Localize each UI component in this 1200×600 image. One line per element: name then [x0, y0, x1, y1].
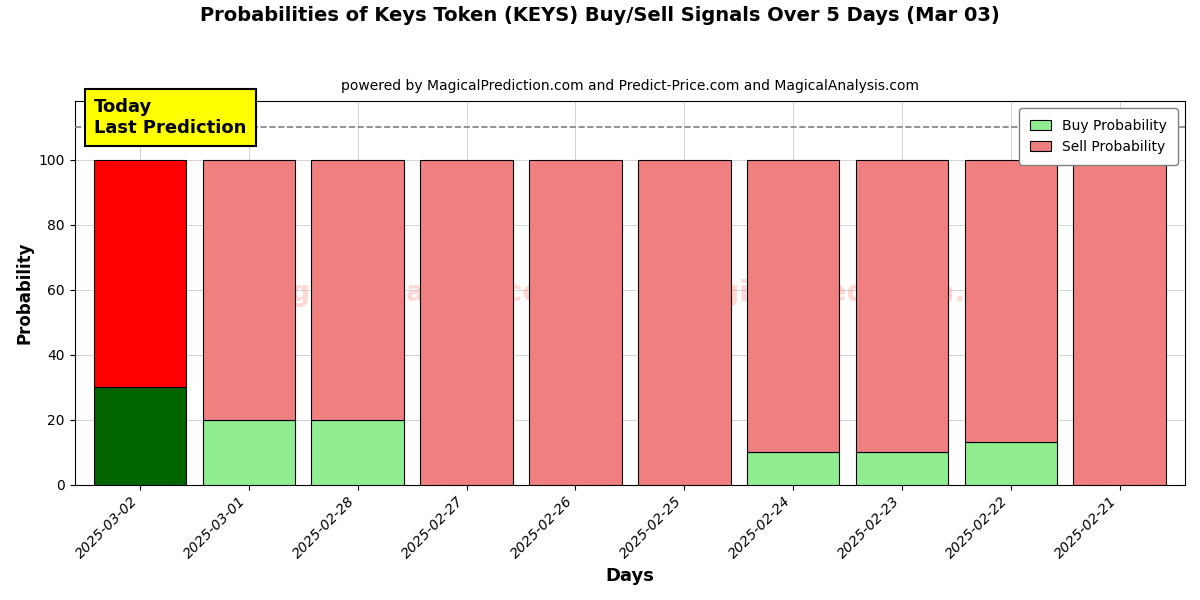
Bar — [94, 160, 186, 387]
Bar — [529, 160, 622, 485]
Bar — [94, 387, 186, 485]
Bar — [1074, 160, 1166, 485]
Bar — [638, 160, 731, 485]
Bar — [420, 160, 512, 485]
Bar — [312, 419, 404, 485]
Title: powered by MagicalPrediction.com and Predict-Price.com and MagicalAnalysis.com: powered by MagicalPrediction.com and Pre… — [341, 79, 919, 93]
Bar — [965, 160, 1057, 442]
Bar — [203, 160, 295, 419]
Text: Probabilities of Keys Token (KEYS) Buy/Sell Signals Over 5 Days (Mar 03): Probabilities of Keys Token (KEYS) Buy/S… — [200, 6, 1000, 25]
Y-axis label: Probability: Probability — [16, 242, 34, 344]
Bar — [856, 160, 948, 452]
X-axis label: Days: Days — [605, 567, 654, 585]
Bar — [856, 452, 948, 485]
Bar — [746, 160, 839, 452]
Bar — [965, 442, 1057, 485]
Text: MagicalPrediction.com: MagicalPrediction.com — [673, 279, 1030, 307]
Bar — [203, 419, 295, 485]
Bar — [746, 452, 839, 485]
Legend: Buy Probability, Sell Probability: Buy Probability, Sell Probability — [1019, 108, 1178, 165]
Text: Today
Last Prediction: Today Last Prediction — [95, 98, 247, 137]
Text: MagicalAnalysis.com: MagicalAnalysis.com — [245, 279, 571, 307]
Bar — [312, 160, 404, 419]
